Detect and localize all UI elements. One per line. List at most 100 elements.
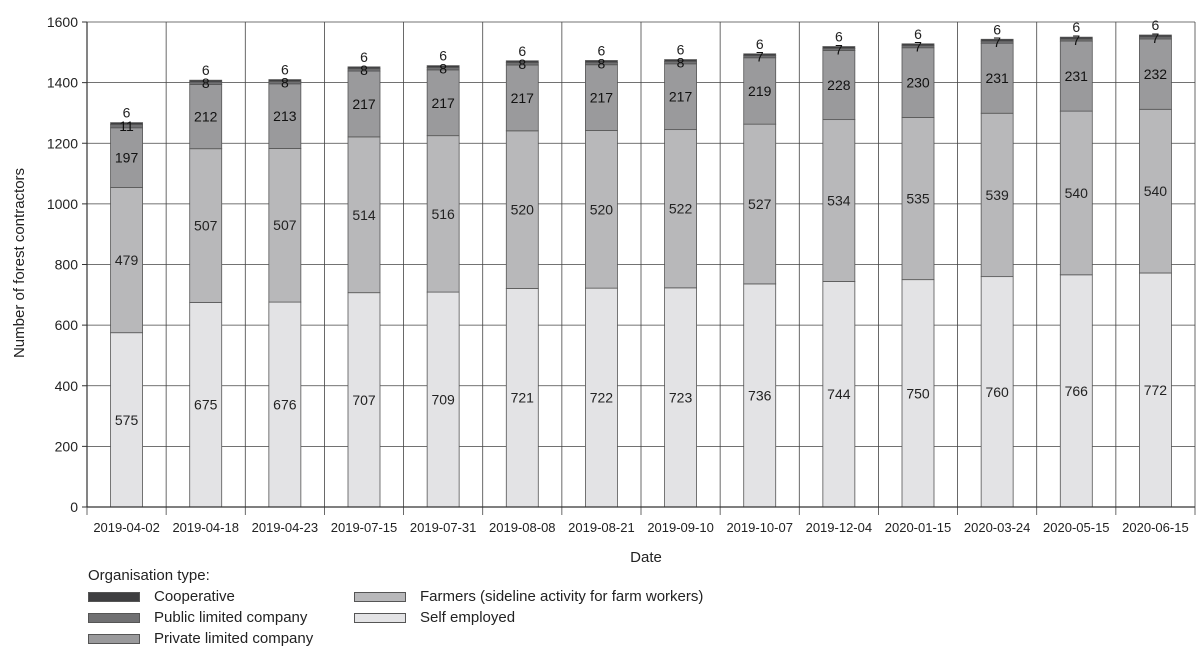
x-tick-label: 2020-03-24 xyxy=(964,520,1031,535)
data-label-private-limited-company: 232 xyxy=(1144,66,1168,82)
bar-segment-private-limited-company xyxy=(901,47,935,118)
data-label-self-employed: 723 xyxy=(669,389,693,405)
data-label-public-limited-company: 8 xyxy=(518,56,526,72)
bar-segment-cooperative xyxy=(268,79,302,82)
legend-label-public-limited-company: Public limited company xyxy=(154,609,308,626)
data-label-public-limited-company: 7 xyxy=(914,39,922,55)
data-label-cooperative: 6 xyxy=(518,43,526,59)
data-label-public-limited-company: 8 xyxy=(281,75,289,91)
data-label-public-limited-company: 8 xyxy=(202,75,210,91)
bar-segment-cooperative xyxy=(980,38,1014,42)
bar-segment-cooperative xyxy=(1059,36,1093,40)
legend-swatch-cooperative xyxy=(88,591,140,602)
data-label-farmers-sideline-activity-for-farm-workers: 479 xyxy=(115,252,139,268)
axes: 0 200 400 600 800 1000 1200 1400 1600 2019-04-02 2… xyxy=(47,14,1195,535)
legend-item-farmers: Farmers (sideline activity for farm work… xyxy=(354,588,703,605)
legend-title: Organisation type: xyxy=(88,567,210,584)
data-label-cooperative: 6 xyxy=(993,21,1001,37)
legend-item-private-limited-company: Private limited company xyxy=(88,630,313,647)
bar-segment-farmers-sideline-activity-for-farm-workers xyxy=(743,123,777,285)
x-tick-label: 2019-08-21 xyxy=(568,520,635,535)
data-label-cooperative: 6 xyxy=(202,62,210,78)
legend-swatch-private-limited-company xyxy=(88,633,140,644)
data-label-public-limited-company: 8 xyxy=(360,62,368,78)
bar-segment-self-employed xyxy=(268,301,302,508)
legend: Organisation type: Cooperative Public li… xyxy=(88,567,788,657)
data-label-private-limited-company: 217 xyxy=(669,89,693,105)
data-label-self-employed: 722 xyxy=(590,390,614,406)
bar-segment-private-limited-company xyxy=(743,57,777,125)
bar-segment-private-limited-company xyxy=(189,84,223,150)
data-label-cooperative: 6 xyxy=(1152,17,1160,33)
data-label-private-limited-company: 217 xyxy=(352,96,376,112)
legend-swatch-self-employed xyxy=(354,612,406,623)
y-tick-label: 1200 xyxy=(47,135,78,151)
bar-segment-self-employed xyxy=(980,276,1014,508)
data-label-farmers-sideline-activity-for-farm-workers: 540 xyxy=(1144,183,1168,199)
data-label-public-limited-company: 11 xyxy=(119,118,134,134)
bar-segment-cooperative xyxy=(110,122,143,125)
data-label-farmers-sideline-activity-for-farm-workers: 507 xyxy=(194,218,218,234)
bar-segment-self-employed xyxy=(822,281,856,508)
legend-label-private-limited-company: Private limited company xyxy=(154,630,314,647)
data-label-private-limited-company: 219 xyxy=(748,83,772,99)
data-label-farmers-sideline-activity-for-farm-workers: 539 xyxy=(985,187,1009,203)
bar-segment-cooperative xyxy=(822,46,856,49)
x-tick-label: 2020-06-15 xyxy=(1122,520,1189,535)
bar-segment-self-employed xyxy=(901,279,935,508)
legend-item-cooperative: Cooperative xyxy=(88,588,235,605)
data-label-self-employed: 736 xyxy=(748,387,772,403)
bar-segment-farmers-sideline-activity-for-farm-workers xyxy=(268,148,302,303)
data-label-public-limited-company: 8 xyxy=(439,61,447,77)
data-label-public-limited-company: 7 xyxy=(1152,30,1160,46)
data-label-cooperative: 6 xyxy=(835,29,843,45)
bar-segment-self-employed xyxy=(189,301,223,508)
legend-swatch-public-limited-company xyxy=(88,612,140,623)
bar-segment-farmers-sideline-activity-for-farm-workers xyxy=(980,112,1014,278)
y-tick-label: 200 xyxy=(55,438,79,454)
y-axis-title: Number of forest contractors xyxy=(11,168,28,358)
bar-segment-farmers-sideline-activity-for-farm-workers xyxy=(110,187,143,334)
data-label-self-employed: 675 xyxy=(194,397,218,413)
data-label-self-employed: 766 xyxy=(1065,383,1089,399)
data-label-self-employed: 744 xyxy=(827,386,851,402)
bar-segment-cooperative xyxy=(426,65,460,68)
bar-segment-private-limited-company xyxy=(268,83,302,149)
bar-segment-self-employed xyxy=(1139,272,1172,508)
x-tick-label: 2019-07-15 xyxy=(331,520,398,535)
bar-segment-self-employed xyxy=(110,332,143,508)
y-tick-label: 400 xyxy=(55,378,79,394)
bar-segment-farmers-sideline-activity-for-farm-workers xyxy=(901,117,935,281)
data-label-public-limited-company: 8 xyxy=(598,56,606,72)
bar-segment-private-limited-company xyxy=(1139,38,1172,110)
bar-segment-farmers-sideline-activity-for-farm-workers xyxy=(426,135,460,293)
data-label-farmers-sideline-activity-for-farm-workers: 514 xyxy=(352,207,376,223)
data-label-cooperative: 6 xyxy=(1072,19,1080,35)
data-label-farmers-sideline-activity-for-farm-workers: 522 xyxy=(669,201,693,217)
data-label-private-limited-company: 217 xyxy=(511,90,535,106)
data-label-public-limited-company: 8 xyxy=(677,55,685,71)
legend-label-cooperative: Cooperative xyxy=(154,588,235,605)
x-tick-label: 2019-12-04 xyxy=(806,520,873,535)
x-tick-label: 2019-04-02 xyxy=(93,520,160,535)
bar-segment-self-employed xyxy=(585,287,618,508)
data-label-private-limited-company: 212 xyxy=(194,109,218,125)
y-tick-label: 1400 xyxy=(47,75,78,91)
x-tick-label: 2020-05-15 xyxy=(1043,520,1110,535)
data-label-self-employed: 721 xyxy=(511,390,535,406)
legend-label-self-employed: Self employed xyxy=(420,609,516,626)
data-label-public-limited-company: 7 xyxy=(756,49,764,65)
bar-segment-cooperative xyxy=(664,59,697,62)
data-label-private-limited-company: 231 xyxy=(985,70,1009,86)
legend-label-farmers: Farmers (sideline activity for farm work… xyxy=(420,588,704,605)
bar-segment-farmers-sideline-activity-for-farm-workers xyxy=(505,130,539,289)
bar-segment-private-limited-company xyxy=(585,64,618,131)
bar-segment-private-limited-company xyxy=(505,64,539,132)
data-label-self-employed: 575 xyxy=(115,412,139,428)
y-tick-label: 0 xyxy=(70,499,78,515)
y-tick-label: 800 xyxy=(55,257,79,273)
data-label-private-limited-company: 217 xyxy=(590,90,614,106)
x-tick-label: 2020-01-15 xyxy=(885,520,952,535)
data-labels: 5754791971166755072128667650721386707514… xyxy=(115,17,1167,428)
data-label-cooperative: 6 xyxy=(123,105,131,121)
